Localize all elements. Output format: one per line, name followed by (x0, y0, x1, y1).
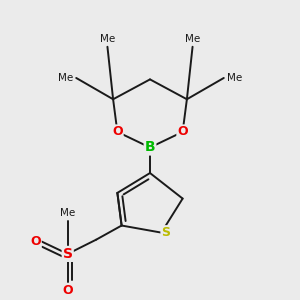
Text: Me: Me (185, 34, 200, 44)
Text: S: S (161, 226, 170, 239)
Text: O: O (62, 284, 73, 297)
Text: O: O (30, 235, 41, 248)
Text: O: O (112, 125, 123, 138)
Text: B: B (145, 140, 155, 154)
Text: Me: Me (226, 73, 242, 83)
Text: S: S (63, 247, 73, 261)
Text: Me: Me (58, 73, 74, 83)
Text: O: O (177, 125, 188, 138)
Text: Me: Me (100, 34, 115, 44)
Text: Me: Me (60, 208, 75, 218)
